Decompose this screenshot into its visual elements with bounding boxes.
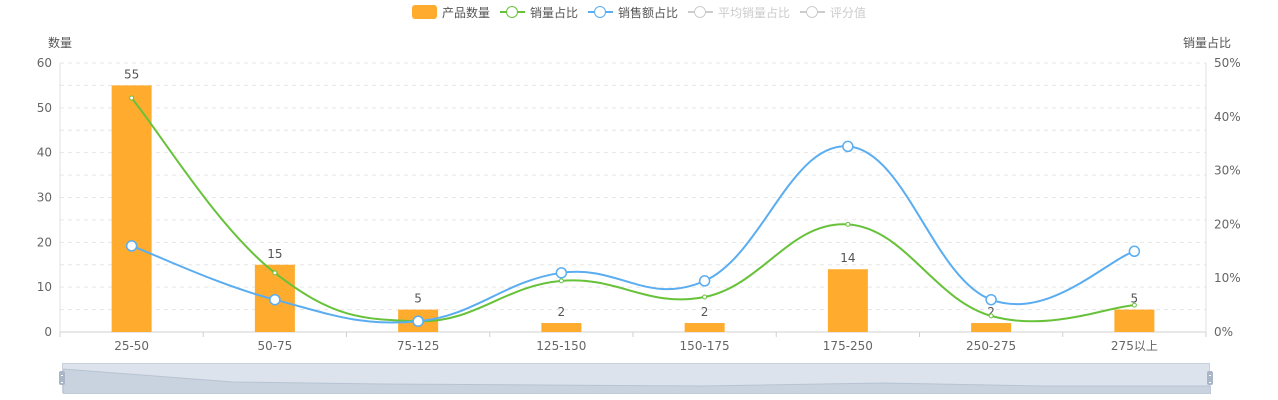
left-axis-name: 数量 [48, 36, 73, 50]
series-point [269, 293, 281, 306]
bar-value-label: 2 [558, 305, 566, 319]
y-right-tick-label: 0% [1214, 325, 1233, 339]
legend-line-icon [587, 5, 613, 19]
bar [827, 269, 868, 332]
bar [971, 323, 1012, 332]
bar [111, 85, 152, 333]
y-right-tick-label: 40% [1214, 110, 1241, 124]
legend-item-4[interactable]: 评分值 [800, 4, 866, 21]
y-right-tick-label: 50% [1214, 56, 1241, 70]
legend-line-icon [688, 5, 713, 19]
x-tick-label: 250-275 [966, 339, 1016, 353]
y-left-tick-label: 30 [37, 191, 52, 205]
legend-label: 销售额占比 [617, 5, 678, 20]
data-zoom-handle-right[interactable] [1207, 371, 1213, 385]
series-point [985, 293, 997, 306]
chart-legend: 产品数量 销量占比 销售额占比 平均销量占比 评分值 [0, 3, 1278, 21]
y-left-tick-label: 40 [37, 146, 52, 160]
right-axis-name: 销量占比 [1183, 36, 1232, 50]
data-zoom-track[interactable] [62, 363, 1211, 394]
series-point [1131, 302, 1137, 308]
series-point [1128, 245, 1141, 258]
y-left-tick-label: 20 [37, 235, 52, 249]
bar-value-label: 2 [987, 305, 995, 319]
series-point [125, 240, 138, 252]
series-line-1 [131, 145, 1135, 324]
series-point [702, 294, 708, 300]
bar-value-label: 2 [701, 305, 709, 319]
legend-label: 产品数量 [441, 5, 490, 20]
data-zoom-preview [63, 368, 1211, 394]
bar-value-label: 55 [124, 67, 139, 81]
legend-bar-icon [411, 5, 437, 19]
x-tick-label: 50-75 [257, 339, 292, 353]
y-right-tick-label: 10% [1214, 271, 1241, 285]
series-point [558, 278, 564, 284]
bar [541, 323, 582, 332]
y-right-tick-label: 20% [1214, 217, 1241, 231]
y-left-tick-label: 50 [37, 101, 52, 115]
series-point [842, 140, 854, 153]
y-left-tick-label: 60 [37, 56, 52, 70]
bar-value-label: 14 [840, 251, 855, 265]
x-tick-label: 275以上 [1111, 339, 1158, 353]
y-right-tick-label: 30% [1214, 164, 1241, 178]
legend-item-1[interactable]: 销量占比 [499, 4, 578, 21]
y-left-tick-label: 10 [37, 280, 52, 294]
x-tick-label: 125-150 [536, 339, 586, 353]
x-tick-label: 175-250 [823, 339, 873, 353]
bar [684, 323, 725, 332]
legend-label: 评分值 [830, 5, 867, 20]
legend-item-2[interactable]: 销售额占比 [587, 4, 678, 21]
bar-value-label: 5 [414, 292, 422, 306]
bar-value-label: 15 [267, 247, 282, 261]
x-tick-label: 150-175 [680, 339, 730, 353]
x-tick-label: 25-50 [114, 339, 149, 353]
legend-item-0[interactable]: 产品数量 [411, 4, 490, 21]
legend-label: 销量占比 [529, 5, 578, 20]
data-zoom-handle-left[interactable] [59, 371, 65, 385]
series-point [555, 267, 568, 279]
legend-label: 平均销量占比 [718, 5, 791, 20]
legend-line-icon [800, 5, 826, 19]
bar [1114, 309, 1155, 332]
series-point [129, 95, 135, 101]
data-zoom-slider[interactable] [59, 363, 1213, 394]
x-tick-label: 75-125 [397, 339, 440, 353]
series-point [698, 275, 711, 287]
y-left-tick-label: 0 [44, 325, 52, 339]
legend-item-3[interactable]: 平均销量占比 [688, 4, 790, 21]
series-point [272, 270, 278, 276]
series-point [412, 315, 424, 327]
legend-line-icon [499, 5, 525, 19]
series-point [988, 313, 994, 319]
bar-value-label: 5 [1131, 292, 1139, 306]
series-point [845, 221, 851, 227]
